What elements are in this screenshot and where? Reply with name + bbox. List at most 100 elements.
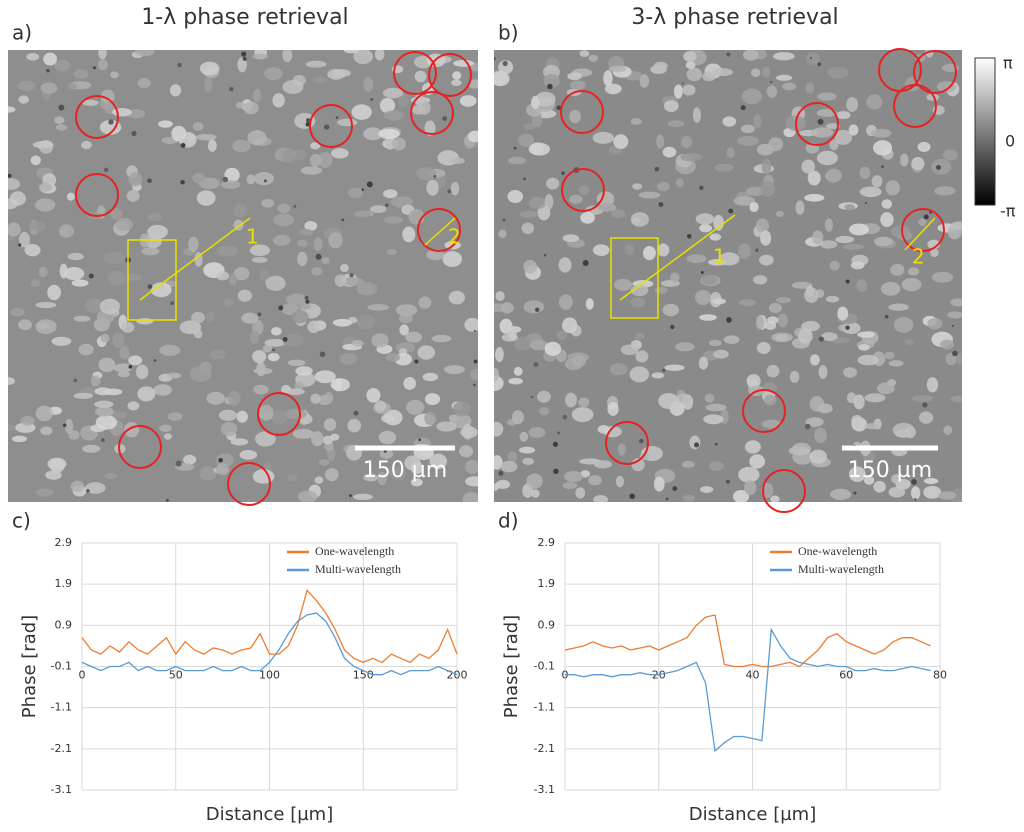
- cell: [539, 407, 550, 416]
- cell-dark: [513, 146, 517, 150]
- x-axis-label: Distance [µm]: [206, 804, 333, 825]
- cell: [246, 174, 256, 185]
- cell-dark: [315, 253, 322, 260]
- cell: [297, 251, 308, 267]
- cell: [851, 414, 863, 427]
- cell: [809, 354, 820, 366]
- cell: [38, 182, 52, 192]
- cell: [698, 356, 709, 370]
- cell: [313, 237, 323, 251]
- cell-dark: [73, 378, 77, 383]
- cell: [519, 431, 529, 442]
- cell: [112, 332, 125, 349]
- cell: [611, 209, 626, 219]
- cell: [223, 298, 234, 308]
- cell: [126, 189, 140, 202]
- cell: [300, 166, 323, 175]
- cell: [931, 271, 954, 283]
- roi-box: [610, 237, 659, 319]
- cell: [135, 364, 149, 380]
- cell: [917, 141, 931, 152]
- cell-dark: [818, 336, 824, 342]
- cell: [241, 312, 259, 324]
- cell: [426, 249, 445, 261]
- cell: [873, 480, 886, 493]
- cell: [353, 493, 373, 500]
- cell: [749, 454, 766, 469]
- cell: [753, 114, 762, 129]
- cell: [775, 74, 793, 81]
- cell: [204, 76, 213, 93]
- cell: [667, 120, 685, 128]
- cell: [38, 266, 48, 278]
- cell: [866, 94, 883, 110]
- cell: [467, 130, 478, 143]
- cell: [254, 171, 274, 186]
- cell: [564, 470, 583, 483]
- cell: [371, 333, 389, 348]
- cell: [805, 417, 824, 427]
- cell: [252, 88, 262, 103]
- cell: [415, 167, 437, 181]
- cell: [258, 412, 273, 419]
- cell: [830, 488, 852, 500]
- x-tick-label: 40: [746, 668, 760, 681]
- cell: [777, 313, 788, 328]
- cell: [397, 94, 409, 107]
- colorbar: [974, 57, 996, 206]
- cell: [904, 76, 921, 92]
- cell: [378, 430, 397, 445]
- cell-dark: [805, 423, 811, 430]
- cell: [370, 205, 387, 214]
- cell: [514, 337, 532, 351]
- cell: [950, 221, 962, 230]
- legend-label: One-wavelength: [315, 544, 394, 558]
- cell-dark: [385, 203, 389, 207]
- cell: [789, 370, 800, 383]
- colorbar-label: π: [1003, 54, 1013, 73]
- cell-dark: [175, 460, 182, 467]
- markers: [75, 48, 957, 513]
- y-tick-label: 1.9: [538, 577, 556, 590]
- cell: [607, 402, 619, 416]
- cell: [531, 489, 540, 498]
- cell: [877, 382, 895, 395]
- cell: [85, 298, 104, 313]
- cell: [221, 180, 241, 189]
- cell: [870, 128, 892, 138]
- cell-dark: [88, 273, 94, 279]
- cell: [453, 401, 471, 417]
- cell: [682, 84, 696, 96]
- cell: [127, 401, 140, 411]
- cell: [593, 494, 609, 502]
- cell: [282, 333, 304, 348]
- cell: [718, 252, 740, 266]
- profile-line: [424, 217, 456, 246]
- cell-dark: [658, 202, 664, 208]
- cell: [700, 486, 714, 493]
- cell: [465, 459, 478, 474]
- cell: [592, 131, 615, 144]
- cell-dark: [349, 494, 352, 497]
- cell-dark: [433, 174, 437, 178]
- cell: [107, 271, 127, 286]
- cell: [526, 473, 543, 489]
- cell: [331, 148, 349, 159]
- cell-dark: [817, 118, 824, 125]
- cell: [119, 346, 130, 360]
- x-tick-label: 50: [169, 668, 183, 681]
- cell: [8, 377, 15, 385]
- cell: [137, 386, 156, 402]
- cell: [580, 211, 595, 224]
- cell: [943, 425, 953, 435]
- cell: [255, 431, 276, 447]
- cell: [459, 95, 477, 107]
- cell-dark: [700, 271, 704, 274]
- marker-circle: [75, 95, 119, 139]
- cell: [318, 459, 330, 466]
- cell: [947, 311, 962, 319]
- cell: [147, 212, 163, 222]
- cell: [206, 311, 215, 322]
- y-axis-label: Phase [rad]: [501, 615, 522, 718]
- cell: [64, 418, 74, 434]
